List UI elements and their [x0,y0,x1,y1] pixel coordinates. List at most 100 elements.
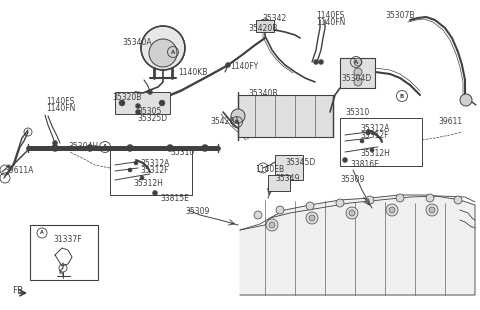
Text: 35305: 35305 [137,107,161,116]
Text: B: B [400,94,404,99]
Circle shape [429,207,435,213]
Text: 33816E: 33816E [350,160,379,169]
Circle shape [396,194,404,202]
Circle shape [269,222,275,228]
Circle shape [153,191,157,196]
Circle shape [354,58,362,66]
Text: 35310: 35310 [170,148,194,157]
Text: 35304D: 35304D [341,74,371,83]
Circle shape [276,206,284,214]
Circle shape [389,207,395,213]
Circle shape [370,148,374,152]
Circle shape [460,94,472,106]
Circle shape [52,140,58,145]
Circle shape [231,109,245,123]
Circle shape [266,219,278,231]
Circle shape [366,131,370,135]
Circle shape [141,26,185,70]
Circle shape [343,157,348,162]
Text: FR.: FR. [12,286,26,295]
Text: 1140FS: 1140FS [316,11,344,20]
Circle shape [386,204,398,216]
Circle shape [135,104,141,108]
Text: 35340A: 35340A [122,38,152,47]
Text: 35340B: 35340B [248,89,277,98]
Text: 35420A: 35420A [210,117,240,126]
Text: 35304H: 35304H [68,142,98,151]
Circle shape [127,144,133,152]
Circle shape [426,204,438,216]
Text: 39611: 39611 [438,117,462,126]
Text: A: A [103,144,107,149]
Text: B: B [235,119,239,125]
Circle shape [147,90,153,95]
Circle shape [313,60,319,64]
Circle shape [306,202,314,210]
Circle shape [346,207,358,219]
Text: 1140FN: 1140FN [46,104,75,113]
Circle shape [309,215,315,221]
Bar [340,58,375,88]
Circle shape [51,144,59,152]
Circle shape [128,168,132,172]
Text: A: A [40,231,44,236]
Circle shape [349,210,355,216]
Text: 1140FS: 1140FS [46,97,74,106]
Circle shape [319,60,324,64]
Circle shape [86,144,94,152]
Bar [256,20,274,32]
Text: 35325D: 35325D [137,114,167,123]
Text: 35342: 35342 [262,14,286,23]
Bar [110,150,192,195]
Circle shape [360,139,364,143]
Text: 35320B: 35320B [112,93,142,102]
Circle shape [202,144,208,152]
Text: 35312H: 35312H [133,179,163,188]
Circle shape [134,161,138,165]
Circle shape [306,212,318,224]
Text: 35312F: 35312F [360,131,388,140]
Circle shape [254,211,262,219]
Circle shape [135,109,141,114]
Bar [238,95,333,137]
Circle shape [159,100,165,106]
Text: 39611A: 39611A [4,166,34,175]
Text: 35312A: 35312A [360,124,389,133]
Circle shape [167,144,173,152]
Bar [115,92,170,114]
Circle shape [119,100,125,106]
Text: 35309: 35309 [185,207,209,216]
Text: 35307B: 35307B [385,11,415,20]
Polygon shape [240,195,475,295]
Circle shape [354,78,362,86]
Text: 35420B: 35420B [248,24,277,33]
Text: 35349: 35349 [275,174,300,183]
Bar [340,118,422,166]
Circle shape [454,196,462,204]
Text: 1140EB: 1140EB [255,165,284,174]
Circle shape [336,199,344,207]
Text: 31337F: 31337F [53,235,82,244]
Text: A: A [171,50,175,55]
Circle shape [149,39,177,67]
Bar [268,175,290,191]
Bar [275,155,303,180]
Circle shape [354,68,362,76]
Text: 1140FN: 1140FN [316,18,346,27]
Text: 35312H: 35312H [360,149,390,158]
Circle shape [226,63,230,68]
Text: 35309: 35309 [340,175,364,184]
Text: 1140FY: 1140FY [230,62,258,71]
Text: 1140KB: 1140KB [178,68,207,77]
Circle shape [426,194,434,202]
Text: 35310: 35310 [345,108,369,117]
Text: A: A [354,60,358,64]
Circle shape [259,19,271,31]
Text: 33815E: 33815E [160,194,189,203]
Circle shape [366,196,374,204]
Text: 35312A: 35312A [140,159,169,168]
Bar [30,225,98,280]
Text: 35345D: 35345D [285,158,315,167]
Circle shape [140,176,144,180]
Text: 35312F: 35312F [140,166,168,175]
